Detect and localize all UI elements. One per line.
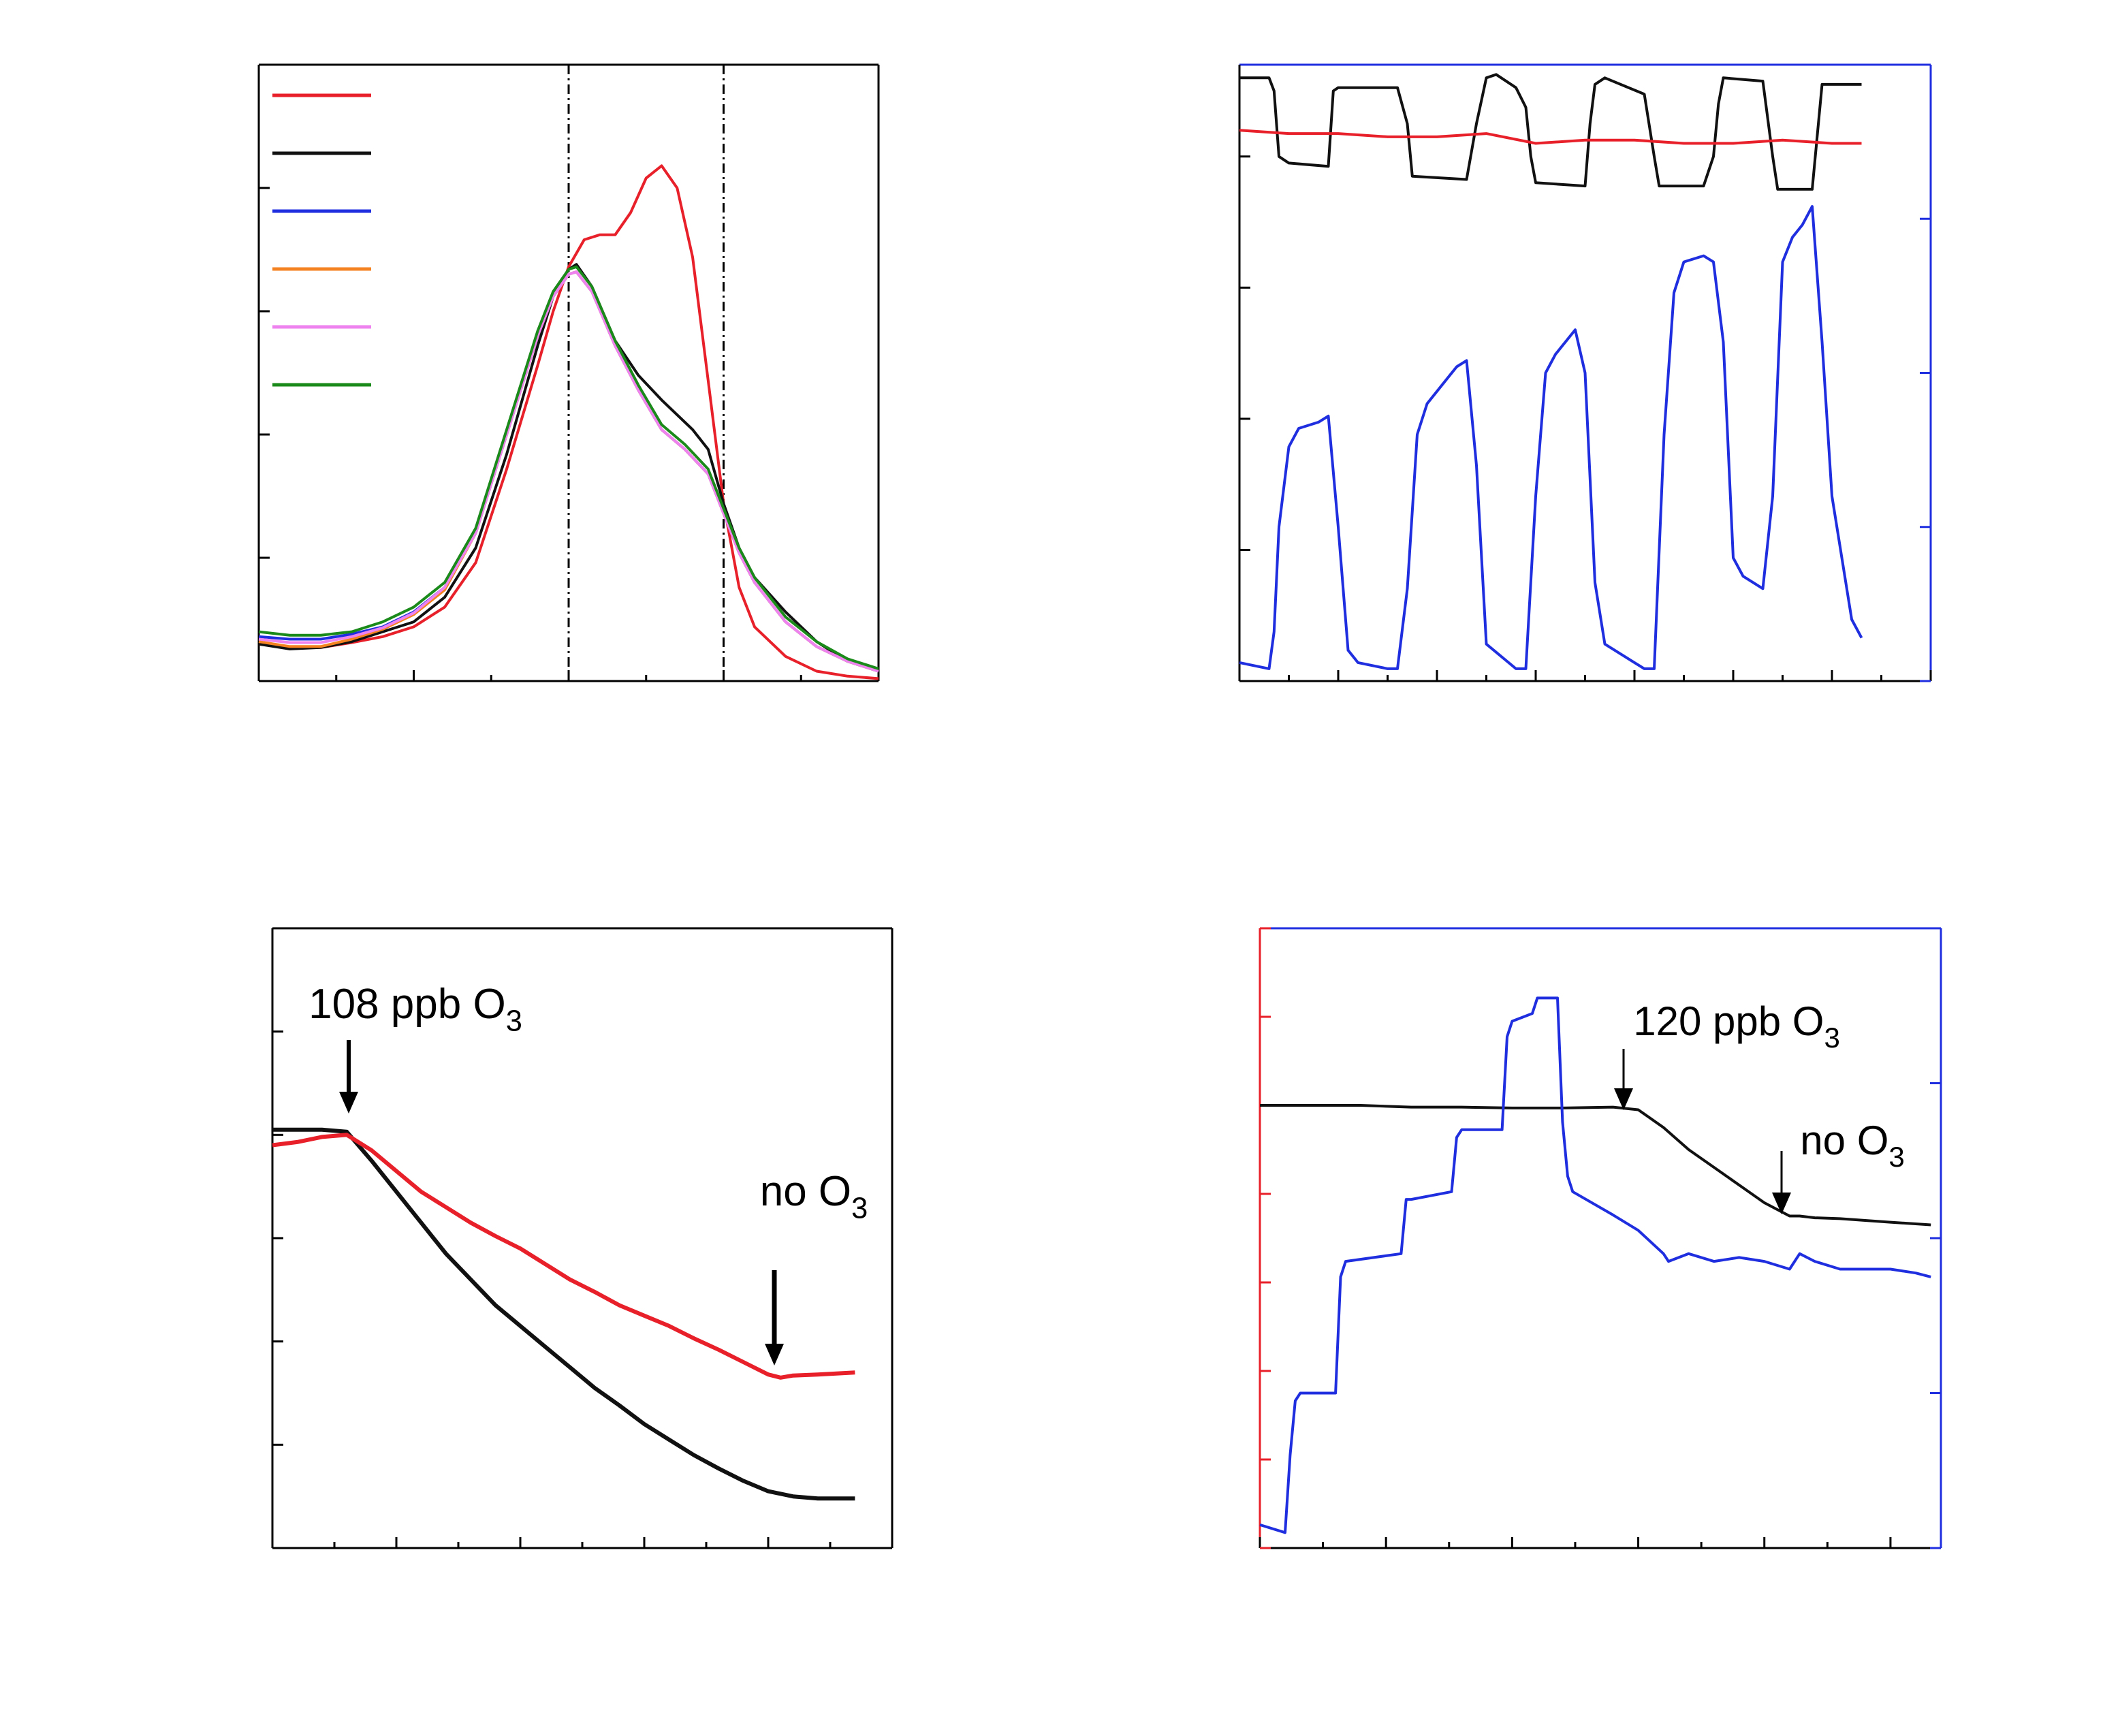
series-line-2pct: [258, 164, 879, 680]
annotation-arrow-head: [339, 1092, 358, 1114]
panel-d: [1259, 927, 1942, 1549]
annotation: 108 ppb O3: [309, 981, 522, 1038]
annotation-arrow-head: [1772, 1193, 1791, 1214]
series-line-a: [1239, 73, 1862, 191]
annotation: no O3: [760, 1168, 868, 1225]
series-line-69pct: [258, 270, 879, 673]
series-line-77pct: [258, 265, 879, 670]
annotation-arrow-head: [765, 1344, 784, 1366]
annotation-subscript: 3: [851, 1193, 868, 1225]
series-line-c: [1239, 205, 1863, 670]
annotation-subscript: 3: [506, 1005, 522, 1038]
series-line-a: [1260, 1104, 1931, 1227]
annotation-text: 120 ppb O: [1633, 998, 1824, 1044]
series-line-b: [1239, 129, 1862, 145]
panel-b: [1238, 63, 1932, 682]
panel-a: [257, 63, 880, 682]
annotation-subscript: 3: [1824, 1022, 1839, 1054]
annotation-subscript: 3: [1888, 1141, 1904, 1173]
annotation-text: no O: [1800, 1118, 1888, 1163]
panel-c: [271, 927, 894, 1549]
series-line-b: [272, 1133, 855, 1380]
series-line-a: [272, 1127, 855, 1501]
annotation-text: 108 ppb O: [309, 981, 506, 1028]
annotation: no O3: [1800, 1118, 1904, 1173]
annotation-arrow-head: [1614, 1088, 1633, 1110]
annotation: 120 ppb O3: [1633, 998, 1840, 1054]
series-line-b: [1259, 996, 1931, 1534]
annotation-text: no O: [760, 1168, 851, 1215]
